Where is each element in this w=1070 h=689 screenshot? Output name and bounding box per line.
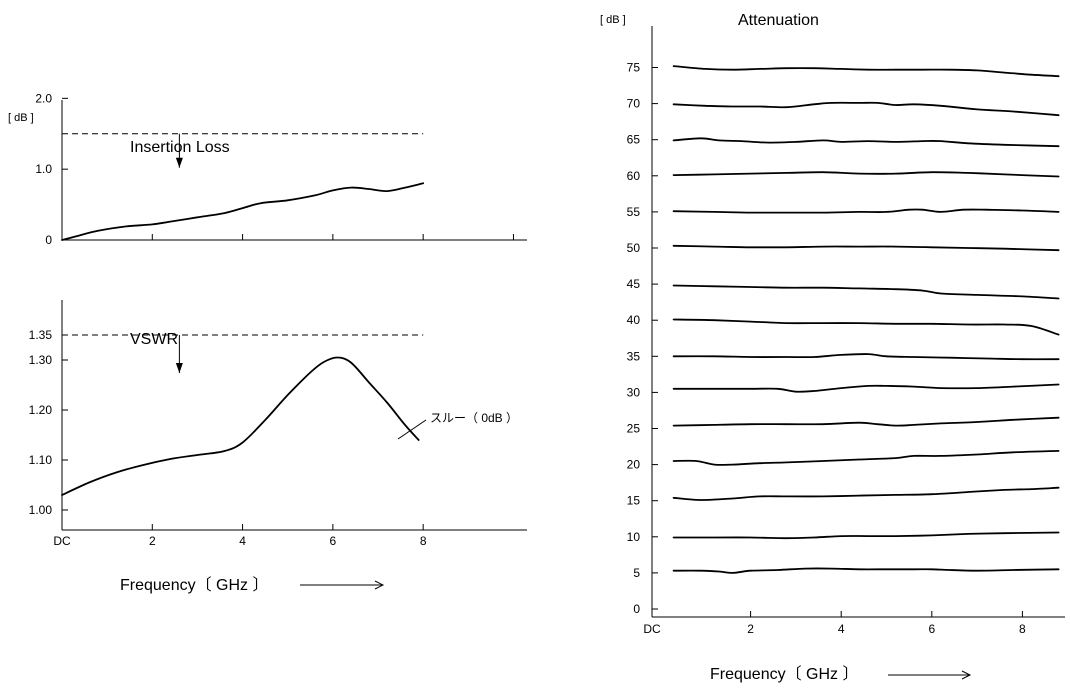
attenuation-y-tick-label: 75 [627,61,641,75]
vswr-x-tick-label: 8 [420,534,427,548]
attenuation-y-tick-label: 5 [633,566,640,580]
vswr-y-tick-label: 1.00 [29,503,53,517]
attenuation-x-tick-label: 6 [928,622,935,636]
vswr-y-tick-label: 1.10 [29,453,53,467]
attenuation-x-tick-label: 4 [838,622,845,636]
attenuation-y-tick-label: 50 [627,241,641,255]
attenuation-curve-1 [672,101,1060,117]
vswr-x-tick-label: DC [53,534,71,548]
insertion-loss-unit-label: [ dB ] [8,112,34,124]
attenuation-y-tick-label: 55 [627,205,641,219]
attenuation-curve-9 [672,383,1060,393]
vswr-curve [61,356,420,496]
vswr-title: VSWR [130,331,178,348]
attenuation-chart: [ dB ] Attenuation 0 5 10 15 20 25 30 35 40 45 50 5… [600,12,1065,683]
attenuation-y-tick-label: 10 [627,530,641,544]
attenuation-curve-7 [672,318,1060,336]
insertion-loss-y-tick-label: 1.0 [35,162,52,176]
attenuation-y-tick-label: 70 [627,97,641,111]
vswr-x-axis-arrow [300,580,385,590]
insertion-loss-curve [61,182,425,241]
attenuation-curve-3 [672,171,1060,178]
attenuation-curve-2 [672,137,1060,148]
attenuation-y-tick-label: 0 [633,602,640,616]
attenuation-curve-8 [672,353,1060,361]
vswr-y-tick-label: 1.35 [29,328,53,342]
attenuation-x-axis-arrow [888,670,972,680]
vswr-x-tick-label: 4 [239,534,246,548]
attenuation-x-tick-label: 8 [1019,622,1026,636]
attenuation-curve-10 [672,416,1060,427]
attenuation-x-axis-label: Frequency〔 GHz 〕 [710,665,859,683]
attenuation-curve-5 [672,244,1060,252]
attenuation-y-tick-label: 35 [627,349,641,363]
attenuation-y-tick-label: 60 [627,169,641,183]
attenuation-x-tick-label: 2 [747,622,754,636]
insertion-loss-limit-arrow [175,133,183,168]
attenuation-y-tick-label: 30 [627,385,641,399]
attenuation-curve-0 [672,65,1060,78]
insertion-loss-y-tick-label: 2.0 [35,91,52,105]
vswr-annotation-leader [397,419,427,440]
insertion-loss-chart: [ dB ] Insertion Loss 01.02.0 [8,91,527,247]
vswr-limit-arrow [175,335,183,373]
vswr-y-tick-label: 1.20 [29,403,53,417]
insertion-loss-y-tick-label: 0 [45,233,52,247]
attenuation-title: Attenuation [738,12,819,29]
attenuation-curve-6 [672,284,1060,300]
vswr-x-axis-label: Frequency〔 GHz 〕 [120,576,269,594]
vswr-y-tick-label: 1.30 [29,353,53,367]
attenuation-unit-label: [ dB ] [600,14,626,26]
vswr-chart: VSWR 1.00 1.10 1.20 1.30 1.35 DC 2 4 6 8 スルー（ 0d… [29,300,527,594]
attenuation-y-tick-label: 40 [627,313,641,327]
attenuation-curve-13 [672,531,1060,540]
attenuation-y-tick-label: 15 [627,494,641,508]
attenuation-y-tick-label: 25 [627,422,641,436]
vswr-x-tick-label: 2 [149,534,156,548]
attenuation-y-tick-label: 45 [627,277,641,291]
attenuation-curve-11 [672,450,1060,466]
attenuation-curve-4 [672,208,1060,214]
attenuation-curve-12 [672,486,1060,501]
attenuation-x-tick-label: DC [643,622,661,636]
vswr-annotation: スルー（ 0dB ） [430,411,518,425]
attenuation-curve-14 [672,567,1060,574]
attenuation-y-tick-label: 65 [627,133,641,147]
attenuation-y-tick-label: 20 [627,458,641,472]
vswr-x-tick-label: 6 [330,534,337,548]
